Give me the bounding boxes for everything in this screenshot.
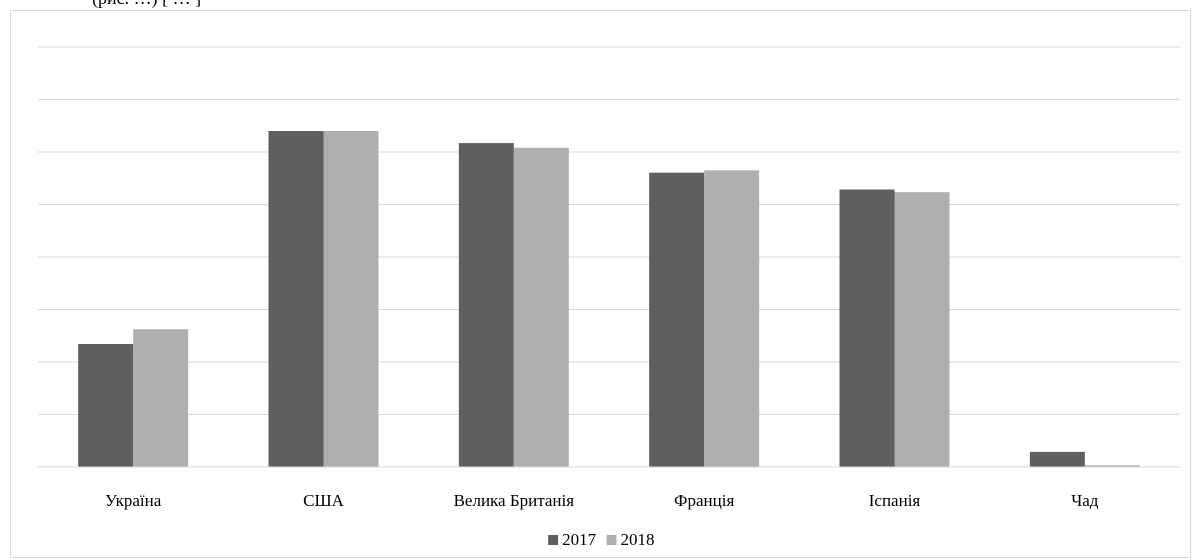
bar-2018-0 xyxy=(133,329,189,467)
category-label: Україна xyxy=(105,491,162,510)
caption-fragment: (рис. …) [ … ] xyxy=(0,0,1193,8)
bar-2017-1 xyxy=(268,131,324,467)
bar-2017-0 xyxy=(78,344,134,467)
bar-2018-1 xyxy=(323,131,379,467)
bar-2017-5 xyxy=(1029,451,1085,467)
category-label: Велика Британія xyxy=(454,491,575,510)
chart-frame xyxy=(10,10,1191,558)
category-label: Чад xyxy=(1071,491,1099,510)
caption-fragment-text: (рис. …) [ … ] xyxy=(92,0,201,8)
bar-2018-5 xyxy=(1084,465,1140,467)
legend-label-2017: 2017 xyxy=(562,530,597,549)
bar-2018-4 xyxy=(894,192,950,468)
legend: 2017 2018 xyxy=(548,530,655,549)
bar-2018-2 xyxy=(513,147,569,468)
category-label: США xyxy=(303,491,344,510)
bar-2017-3 xyxy=(649,172,705,467)
bars xyxy=(78,131,1140,468)
category-labels: Україна США Велика Британія Франція Іспанія Ч… xyxy=(105,491,1099,510)
gridlines xyxy=(38,46,1180,415)
bar-2017-2 xyxy=(458,143,514,467)
category-label: Франція xyxy=(674,491,734,510)
bar-2018-3 xyxy=(704,170,760,467)
legend-swatch-2018 xyxy=(606,535,617,545)
legend-swatch-2017 xyxy=(548,535,559,545)
legend-label-2018: 2018 xyxy=(621,530,655,549)
category-label: Іспанія xyxy=(869,491,921,510)
bar-2017-4 xyxy=(839,189,895,468)
